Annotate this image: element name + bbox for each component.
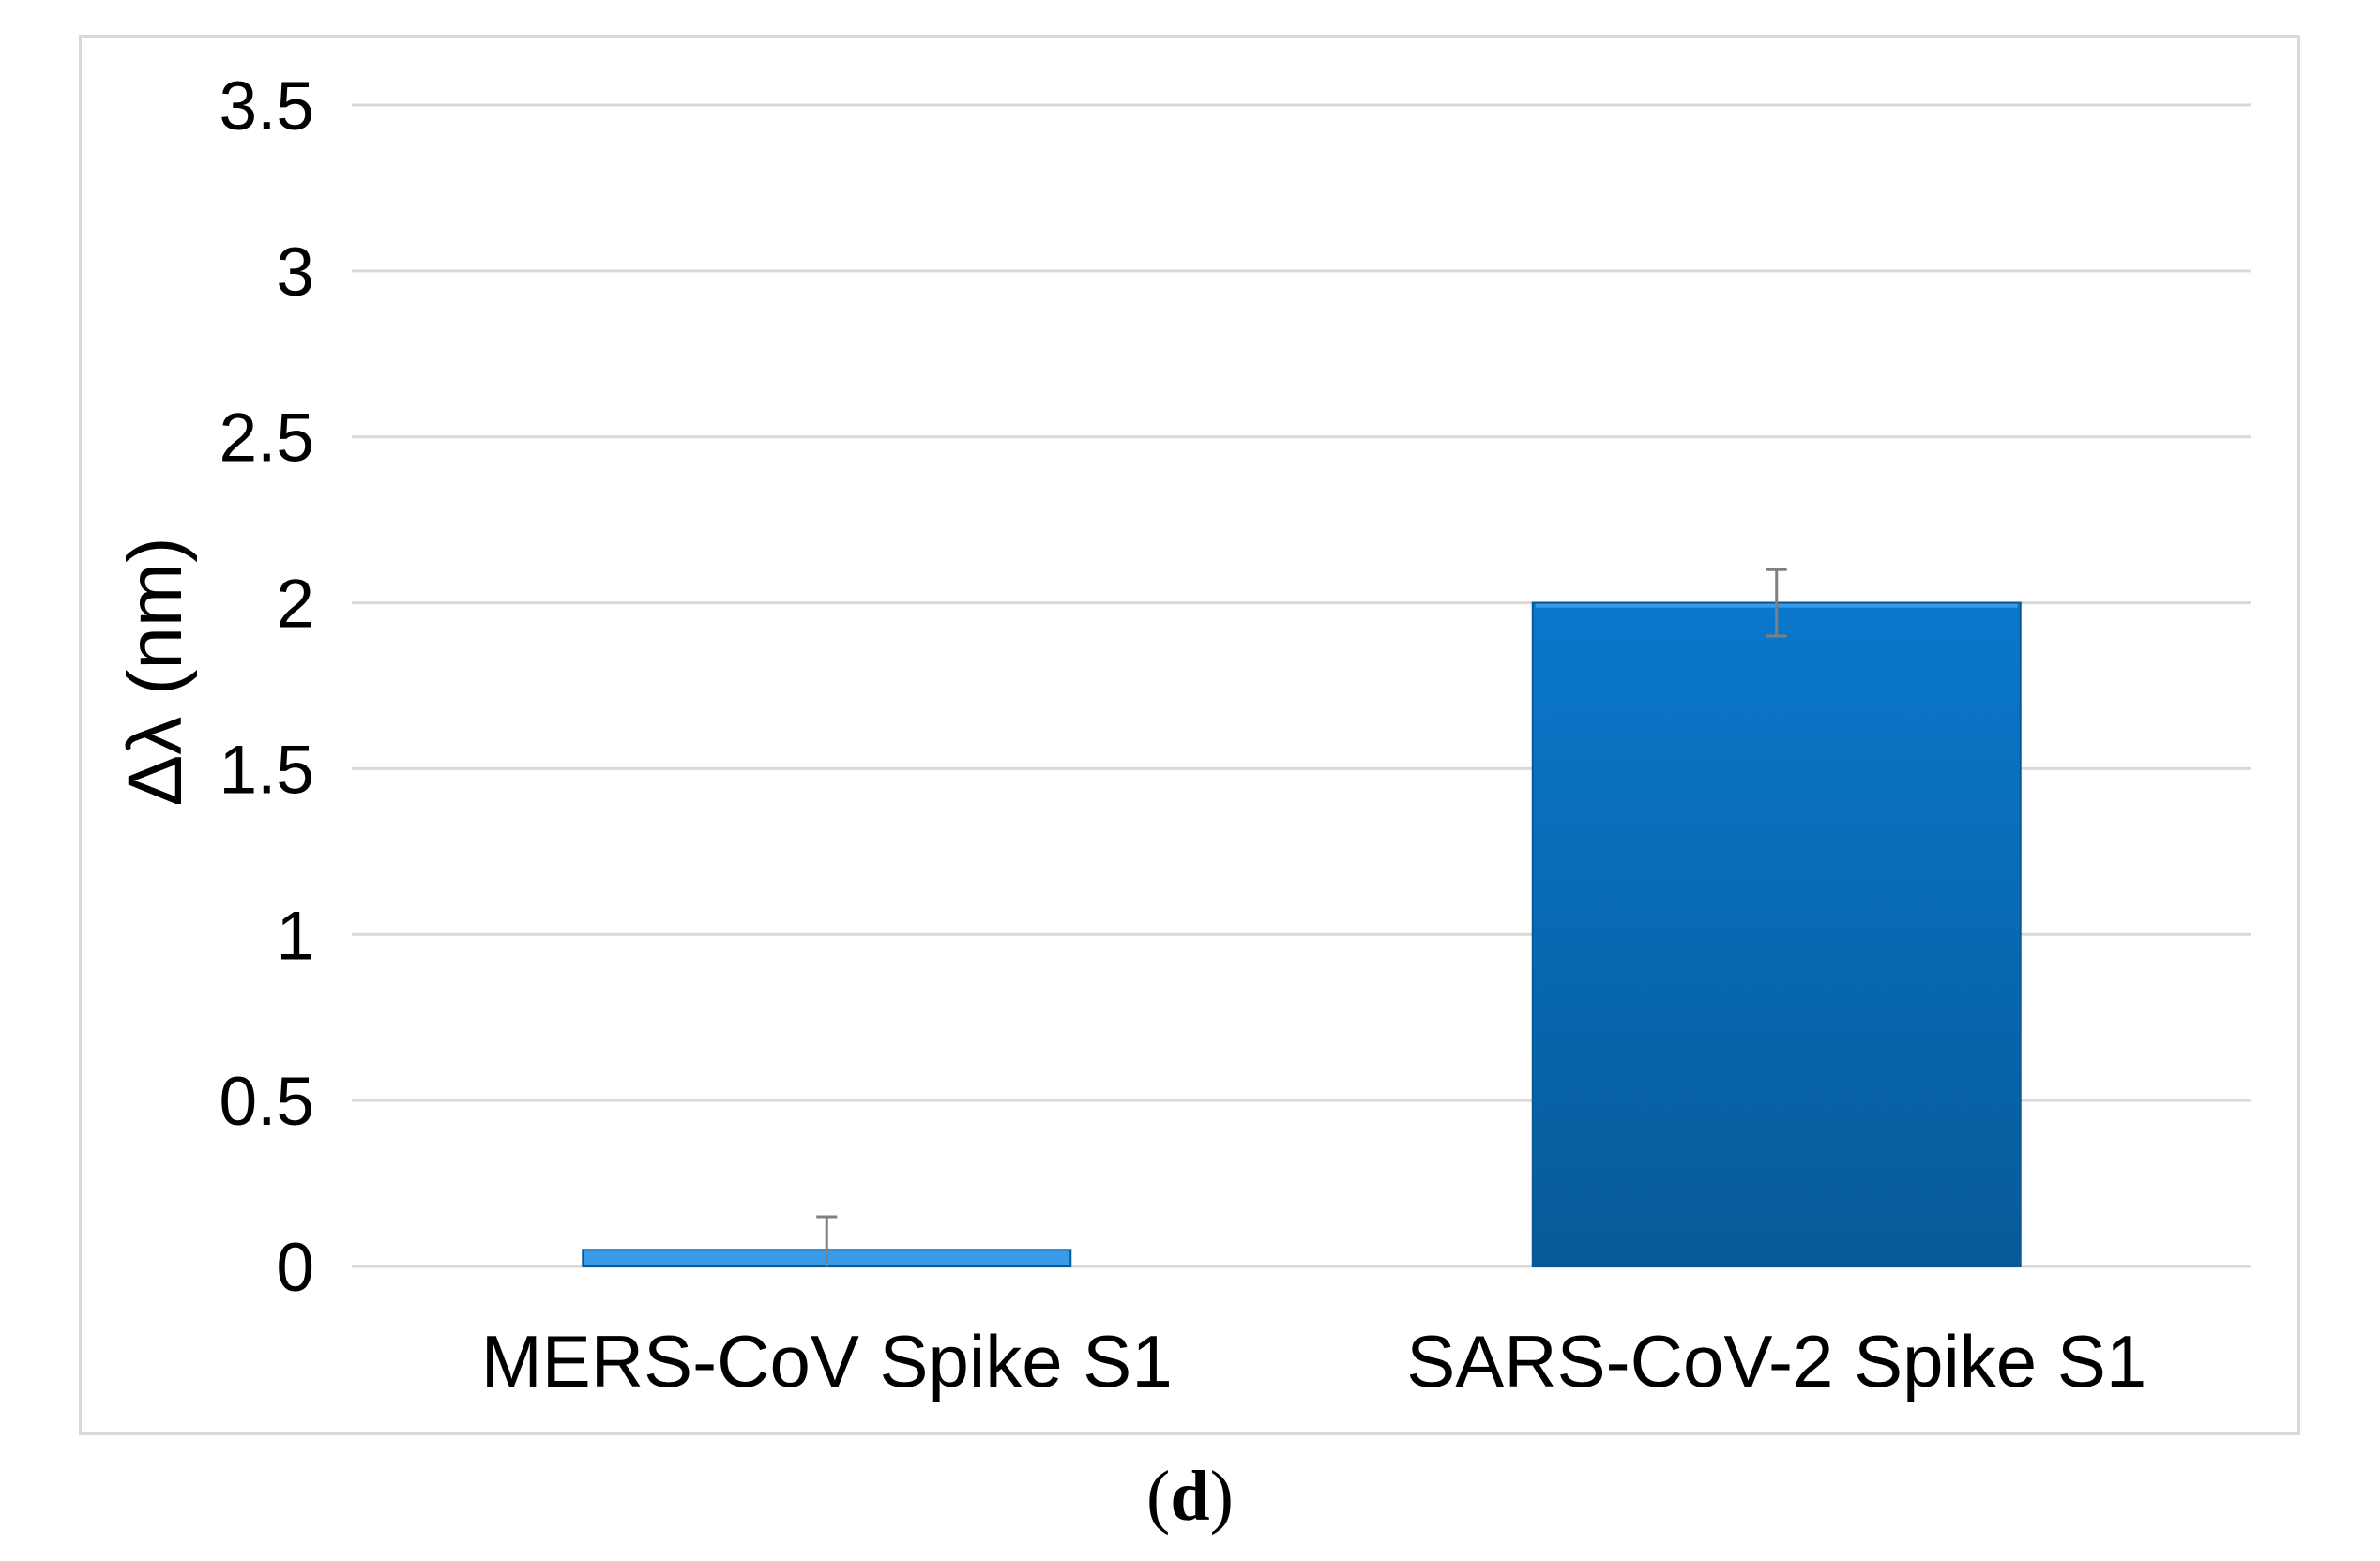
- panel-label-letter: d: [1170, 1457, 1210, 1536]
- error-bar: [1766, 568, 1787, 638]
- y-tick-label: 2.5: [220, 401, 314, 477]
- panel-label-open: (: [1146, 1457, 1171, 1536]
- y-tick-label: 0: [276, 1230, 314, 1306]
- x-category-label: MERS-CoV Spike S1: [481, 1320, 1173, 1402]
- panel-label-close: ): [1209, 1457, 1234, 1536]
- y-tick-labels: 0 0.5 1 1.5 2 2.5 3 3.5: [220, 68, 314, 1306]
- error-bar: [816, 1215, 838, 1266]
- x-category-labels: MERS-CoV Spike S1 SARS-CoV-2 Spike S1: [481, 1320, 2146, 1402]
- y-axis-label: Δλ (nm): [113, 537, 198, 806]
- y-tick-label: 0.5: [220, 1064, 314, 1140]
- y-tick-label: 3: [276, 235, 314, 311]
- panel-label: (d): [0, 1456, 2380, 1538]
- y-tick-label: 1.5: [220, 732, 314, 808]
- y-tick-label: 3.5: [220, 68, 314, 144]
- y-tick-label: 1: [276, 898, 314, 974]
- bar: [1531, 601, 2022, 1267]
- y-tick-label: 2: [276, 567, 314, 643]
- error-bars: [816, 568, 1787, 1266]
- x-category-label: SARS-CoV-2 Spike S1: [1406, 1320, 2146, 1402]
